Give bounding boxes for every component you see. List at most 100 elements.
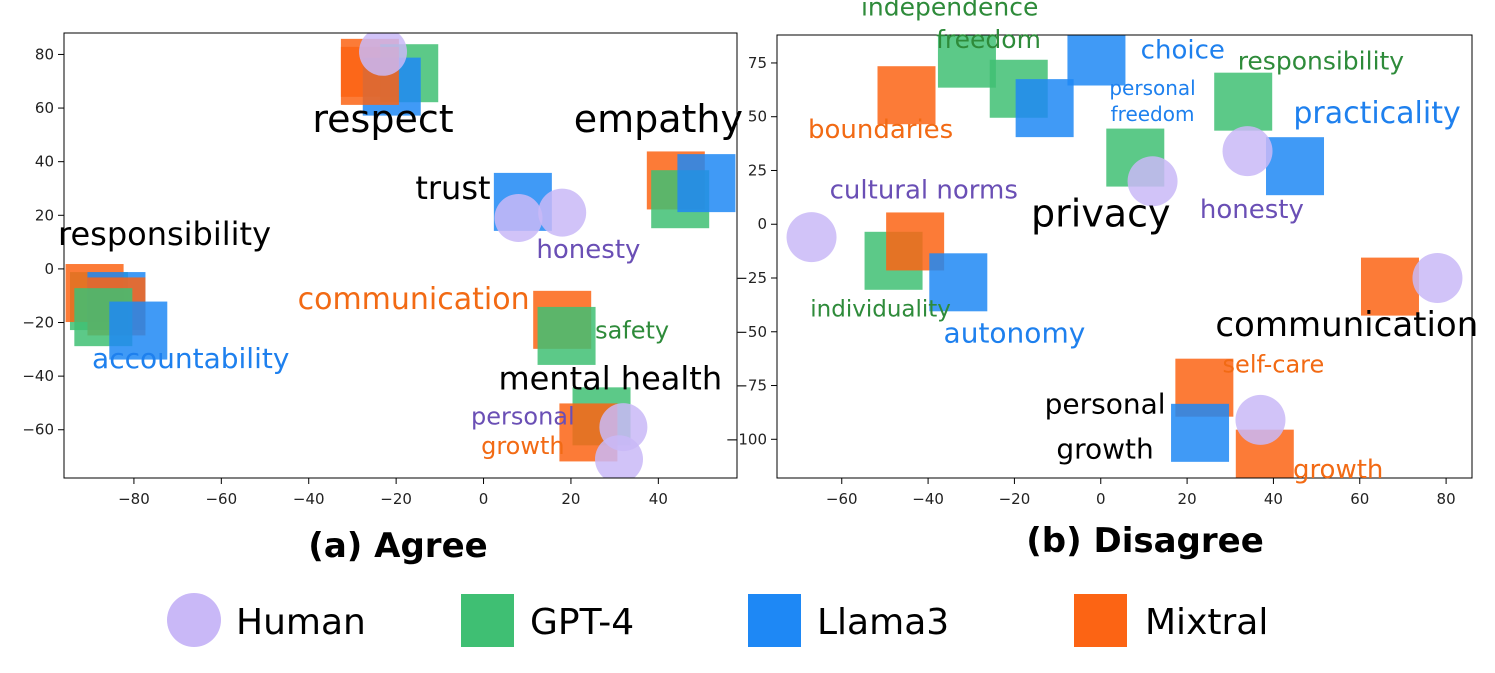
y-tick-label: 0 [44, 260, 54, 278]
point-label-responsibility: responsibility [58, 215, 271, 253]
point-human [1412, 253, 1463, 304]
point-llama3 [1266, 137, 1325, 196]
point-gpt-4 [937, 35, 996, 88]
legend-mixtral-label: Mixtral [1145, 602, 1268, 643]
point-label-freedom: freedom [1111, 102, 1195, 126]
point-label-personal: personal [1045, 387, 1166, 420]
point-label-honesty: honesty [1200, 195, 1304, 225]
point-label-communication: communication [298, 282, 530, 317]
point-label-growth: growth [481, 432, 565, 460]
point-label-cultural-norms: cultural norms [830, 175, 1018, 205]
legend-mixtral-marker [1074, 594, 1127, 647]
x-tick-label: 20 [1178, 490, 1197, 508]
legend-human-label: Human [236, 602, 366, 643]
panel-agree: −80 −60 −40 −20 0 20 40 −60 −40 −20 0 20 40 60 80 respe… [22, 32, 743, 508]
y-tick-label: −20 [22, 314, 54, 332]
y-tick-label: −60 [22, 421, 54, 439]
point-label-privacy: privacy [1031, 191, 1170, 235]
x-tick-label: −20 [380, 490, 412, 508]
x-tick-label: 40 [1264, 490, 1283, 508]
x-tick-label: 0 [1096, 490, 1106, 508]
point-label-practicality: practicality [1293, 96, 1460, 131]
point-human [1222, 126, 1273, 177]
point-mixtral [877, 66, 936, 125]
point-label-growth: growth [1293, 455, 1383, 485]
legend-llama3-label: Llama3 [817, 602, 949, 643]
point-label-communication: communication [1215, 305, 1478, 345]
legend-gpt4-marker [461, 594, 514, 647]
point-label-choice: choice [1141, 36, 1225, 66]
y-tick-label: −40 [22, 367, 54, 385]
y-tick-label: 40 [35, 153, 54, 171]
point-label-independence: independence [861, 0, 1038, 22]
point-label-boundaries: boundaries [808, 115, 953, 145]
legend-item-human: Human [167, 593, 366, 647]
x-tick-label: 60 [1350, 490, 1369, 508]
panel-disagree: −60 −40 −20 0 20 40 60 80 −100 −75 −50 −25 0 25 50 75 in… [726, 0, 1478, 508]
point-label-mental-health: mental health [498, 360, 722, 398]
legend-human-marker [167, 593, 221, 647]
y-tick-label: 60 [35, 99, 54, 117]
point-llama3 [109, 301, 168, 360]
point-human [359, 33, 408, 76]
y-tick-label: 80 [35, 45, 54, 63]
caption-agree: (a) Agree [308, 526, 487, 566]
point-gpt-4 [1214, 72, 1273, 131]
point-label-individuality: individuality [810, 297, 951, 323]
x-tick-label: −60 [205, 490, 237, 508]
y-tick-label: −100 [726, 430, 767, 448]
point-label-trust: trust [415, 169, 490, 207]
point-label-honesty: honesty [536, 235, 640, 265]
point-llama3 [677, 154, 736, 213]
y-tick-label: −75 [735, 377, 767, 395]
point-label-autonomy: autonomy [944, 317, 1086, 350]
point-human [1235, 394, 1286, 445]
point-llama3 [929, 253, 988, 312]
point-label-personal: personal [471, 402, 575, 430]
x-tick-label: −80 [118, 490, 150, 508]
y-tick-label: 75 [748, 54, 767, 72]
point-llama3 [1067, 35, 1126, 86]
point-human [595, 435, 643, 478]
x-tick-label: 80 [1437, 490, 1456, 508]
y-tick-label: 50 [748, 108, 767, 126]
point-human [494, 193, 543, 242]
legend-item-mixtral: Mixtral [1074, 594, 1268, 647]
point-human [538, 188, 587, 237]
points-layer [786, 35, 1463, 478]
x-tick-label: 0 [479, 490, 489, 508]
caption-disagree: (b) Disagree [1026, 521, 1264, 561]
point-human [1127, 156, 1178, 207]
y-tick-label: 0 [757, 215, 767, 233]
point-label-personal: personal [1109, 76, 1195, 100]
point-llama3 [1015, 79, 1074, 138]
y-tick-label: −25 [735, 269, 767, 287]
point-label-freedom: freedom [936, 25, 1041, 54]
y-tick-label: 25 [748, 161, 767, 179]
point-label-responsibility: responsibility [1238, 46, 1405, 75]
legend-gpt4-label: GPT-4 [530, 602, 634, 643]
point-mixtral [1360, 257, 1419, 316]
plot-frame [63, 32, 738, 479]
point-llama3 [1171, 403, 1230, 462]
point-label-empathy: empathy [574, 97, 743, 141]
legend-llama3-marker [748, 594, 801, 647]
point-human [786, 212, 837, 263]
point-label-self-care: self-care [1223, 351, 1325, 379]
x-tick-label: −40 [293, 490, 325, 508]
points-layer [65, 33, 736, 478]
point-label-safety: safety [595, 317, 669, 345]
plot-frame [776, 34, 1473, 479]
legend-item-llama3: Llama3 [748, 594, 949, 647]
y-tick-label: −50 [735, 323, 767, 341]
legend: Human GPT-4 Llama3 Mixtral [167, 593, 1268, 647]
y-tick-label: 20 [35, 206, 54, 224]
legend-item-gpt4: GPT-4 [461, 594, 634, 647]
point-label-accountability: accountability [92, 342, 289, 375]
x-tick-label: −60 [826, 490, 858, 508]
point-label-growth: growth [1056, 433, 1153, 466]
x-tick-label: −20 [999, 490, 1031, 508]
x-tick-label: −40 [912, 490, 944, 508]
point-label-respect: respect [312, 97, 453, 141]
